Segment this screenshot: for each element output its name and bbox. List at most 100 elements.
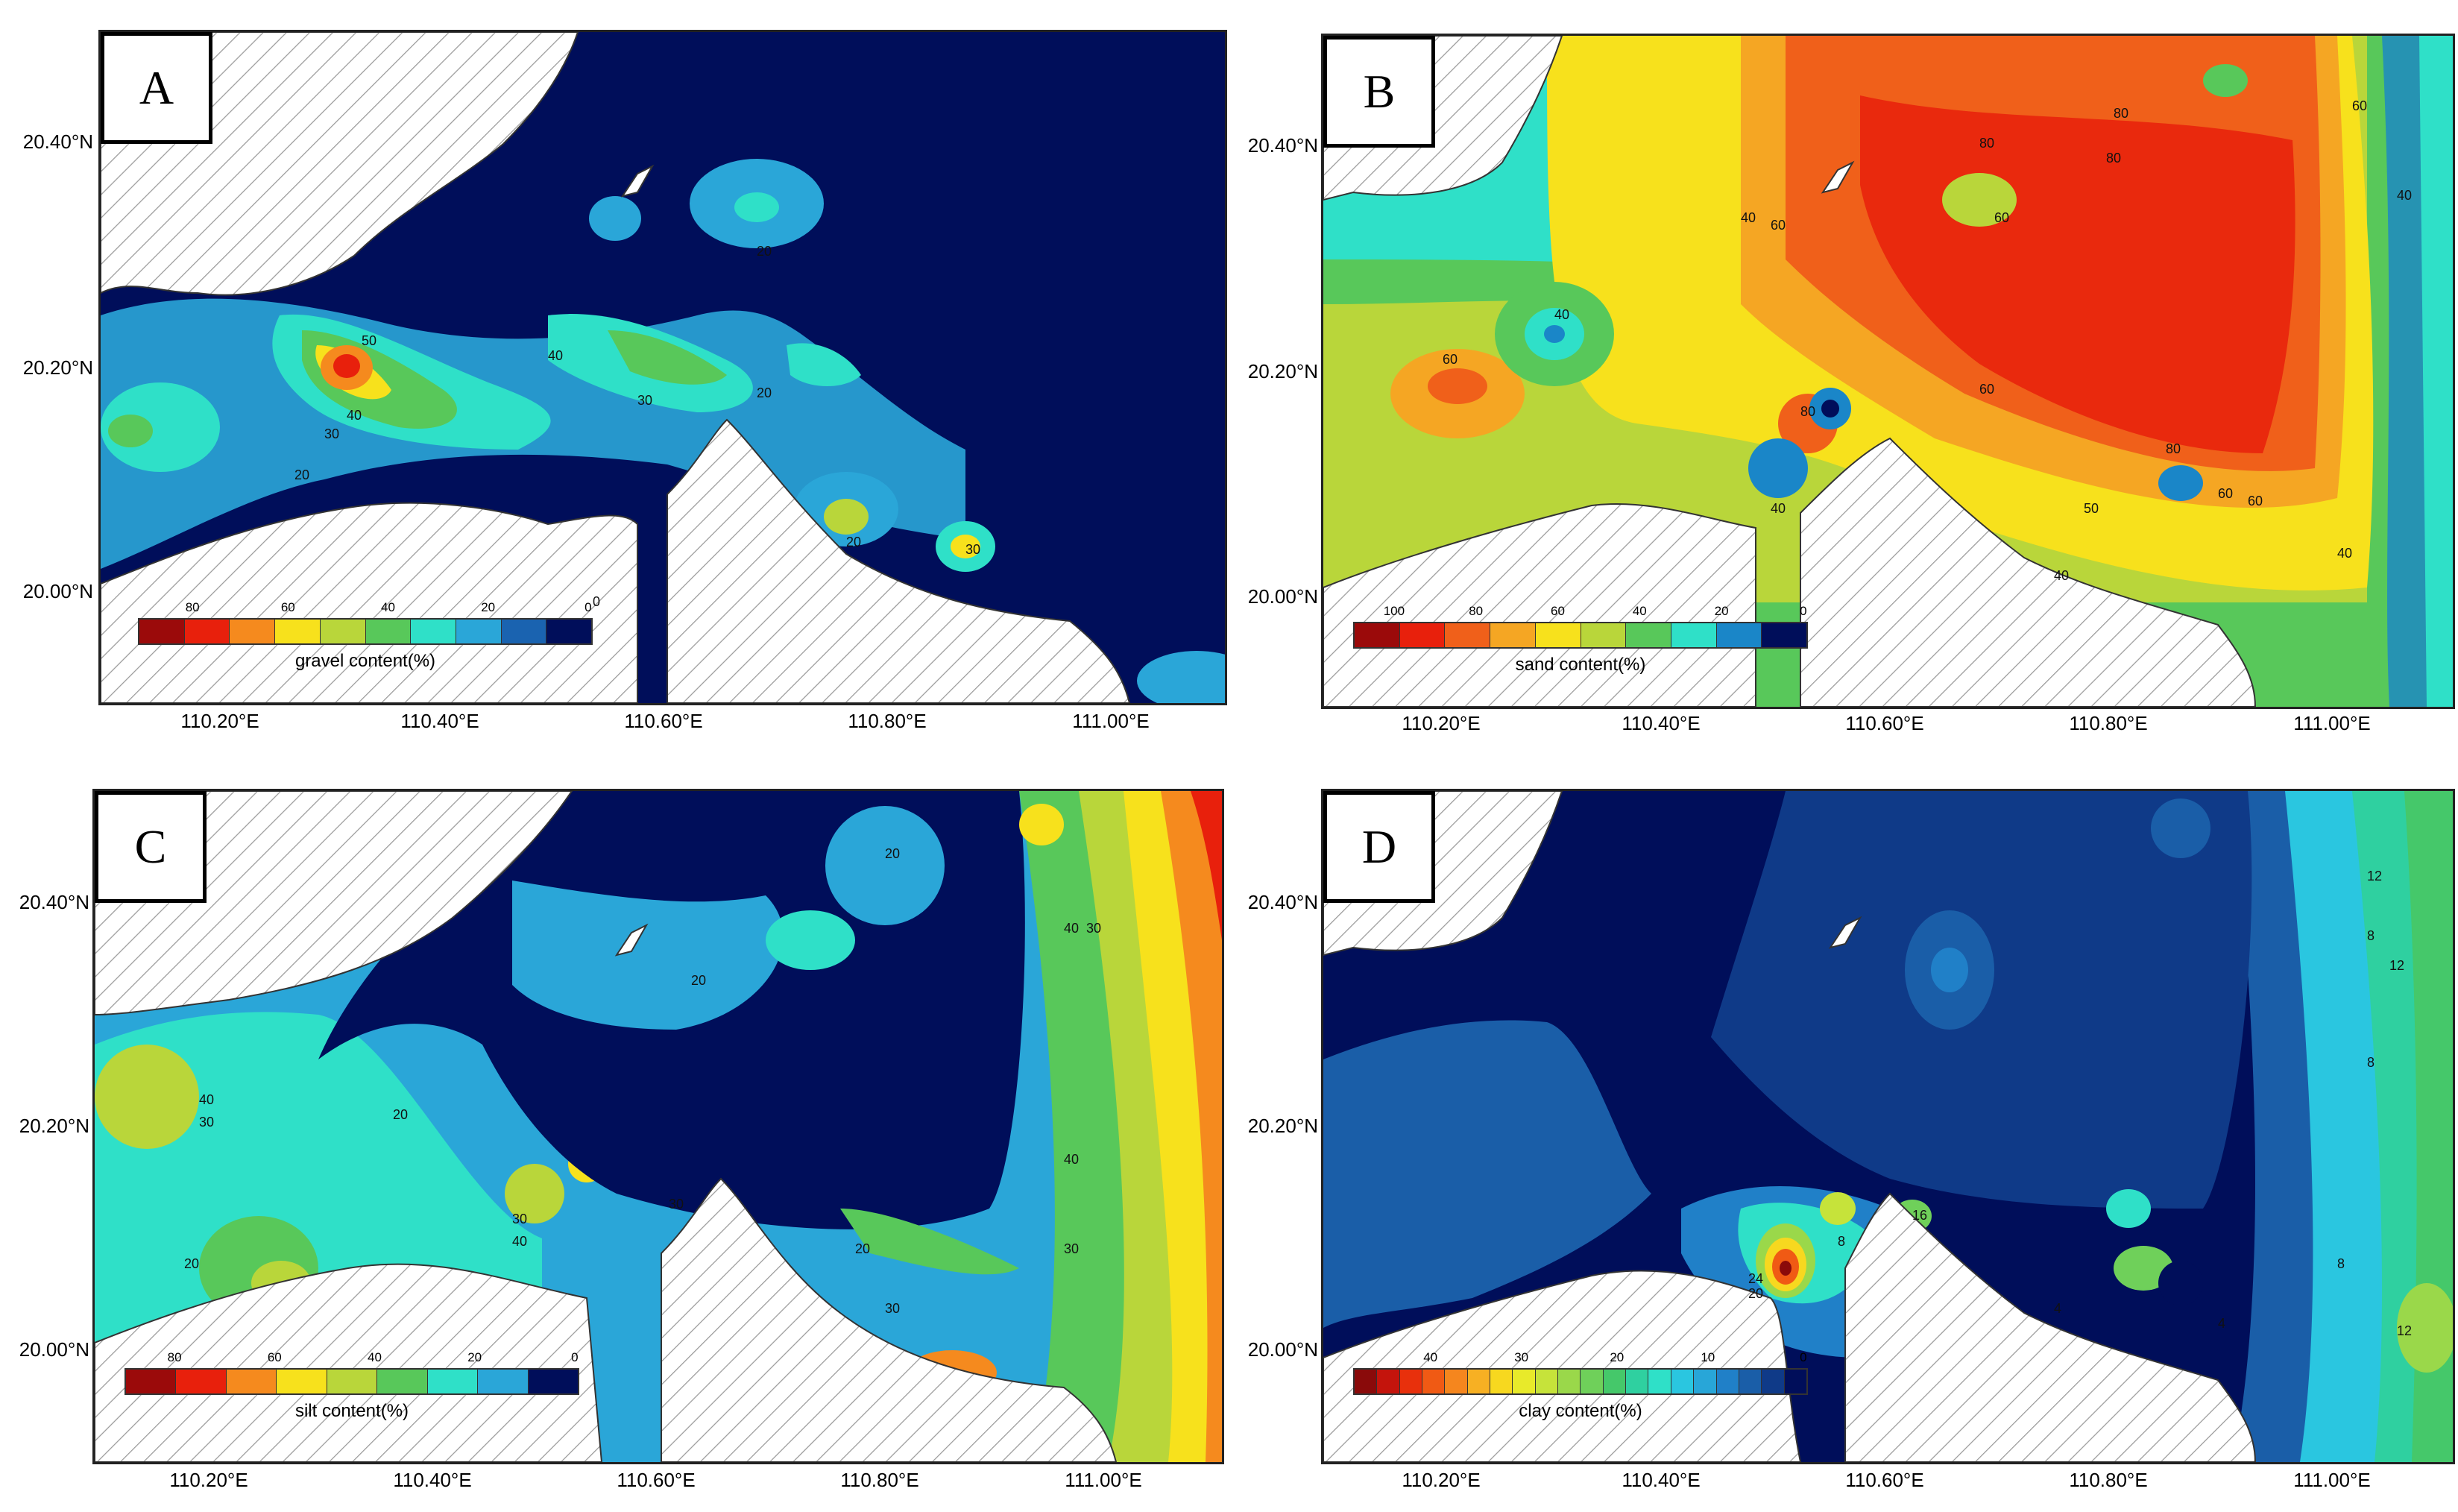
legend-tick: 0 — [584, 600, 592, 614]
contour-label: 8 — [2367, 1055, 2375, 1070]
legend-swatch — [126, 1370, 177, 1393]
lat-label: 20.20°N — [1247, 360, 1318, 382]
legend-swatch — [277, 1370, 327, 1393]
legend-swatch — [427, 1370, 479, 1393]
contour-label: 20 — [1748, 1286, 1763, 1301]
contour-label: 4 — [2054, 1301, 2061, 1316]
lat-label: 20.40°N — [22, 130, 93, 153]
sand-contour-map: 80 60 80 60 80 60 40 60 40 80 60 50 40 6… — [1323, 36, 2453, 707]
contour-label: 30 — [637, 393, 652, 408]
legend-swatch — [1762, 1370, 1785, 1393]
legend-swatch — [478, 1370, 529, 1393]
silt-map[interactable]: 20 40 30 20 30 40 30 20 40 30 20 40 30 3… — [92, 789, 1224, 1464]
contour-label: 24 — [1748, 1271, 1763, 1286]
gravel-legend: 80 60 40 20 0 gravel content(%) — [138, 599, 593, 672]
contour-label: 60 — [2352, 98, 2367, 113]
legend-swatch — [1535, 623, 1581, 647]
legend-swatch — [1490, 623, 1536, 647]
legend-tick: 80 — [1469, 604, 1484, 618]
contour-label: 60 — [2218, 486, 2233, 501]
legend-swatch — [1716, 1370, 1739, 1393]
legend-swatch — [275, 620, 321, 643]
legend-swatch — [1671, 1370, 1695, 1393]
legend-colorbar — [138, 618, 593, 645]
legend-swatch — [1445, 1370, 1468, 1393]
lat-label: 20.40°N — [19, 891, 89, 913]
contour-label: 50 — [2084, 501, 2099, 516]
legend-swatch — [1377, 1370, 1400, 1393]
contour-label: 20 — [757, 385, 772, 400]
legend-swatch — [1626, 623, 1671, 647]
lon-label: 111.00°E — [2293, 1469, 2371, 1491]
contour-label: 80 — [1800, 404, 1815, 419]
contour-label: 40 — [1741, 210, 1756, 225]
contour-label: 30 — [885, 1301, 900, 1316]
legend-swatch — [176, 1370, 227, 1393]
contour-label: 20 — [757, 244, 772, 259]
legend-colorbar — [1353, 1368, 1808, 1395]
silt-contour-map: 20 40 30 20 30 40 30 20 40 30 20 40 30 3… — [95, 791, 1222, 1462]
legend-swatch — [139, 620, 185, 643]
lon-label: 110.40°E — [400, 710, 479, 732]
legend-title: clay content(%) — [1519, 1401, 1642, 1421]
legend-tick: 40 — [1423, 1350, 1438, 1364]
contour-label: 30 — [669, 1197, 684, 1212]
legend-swatch — [1581, 623, 1627, 647]
legend-swatch — [226, 1370, 277, 1393]
legend-swatch — [411, 620, 456, 643]
lat-label: 20.00°N — [1247, 1338, 1318, 1361]
contour-label: 50 — [362, 333, 376, 348]
contour-label: 40 — [2337, 546, 2352, 561]
legend-swatch — [320, 620, 366, 643]
lon-label: 110.80°E — [2069, 712, 2148, 734]
contour-label: 40 — [512, 1234, 527, 1249]
legend-swatch — [546, 620, 592, 643]
legend-tick: 0 — [571, 1350, 579, 1364]
legend-tick: 40 — [381, 600, 395, 614]
legend-title: gravel content(%) — [294, 651, 436, 671]
silt-legend: 80 60 40 20 0 silt content(%) — [125, 1349, 579, 1422]
contour-label: 12 — [2389, 958, 2404, 973]
legend-swatch — [1739, 1370, 1762, 1393]
lat-label: 20.00°N — [19, 1338, 89, 1361]
panel-label: A — [101, 32, 212, 144]
contour-label: 40 — [1771, 501, 1786, 516]
contour-label: 8 — [2367, 928, 2375, 943]
lon-label: 110.60°E — [617, 1469, 696, 1491]
legend-tick: 40 — [368, 1350, 382, 1364]
contour-label: 20 — [393, 1107, 408, 1122]
legend-swatch — [528, 1370, 578, 1393]
gravel-map[interactable]: 50 40 30 20 40 30 20 20 30 20 0 A 80 60 … — [98, 30, 1227, 705]
lat-label: 20.20°N — [19, 1115, 89, 1137]
contour-label: 8 — [2337, 1256, 2345, 1271]
legend-tick: 80 — [167, 1350, 182, 1364]
lat-label: 20.40°N — [1247, 891, 1318, 913]
sand-map[interactable]: 80 60 80 60 80 60 40 60 40 80 60 50 40 6… — [1321, 34, 2455, 709]
legend-swatch — [1762, 623, 1807, 647]
legend-title: silt content(%) — [294, 1401, 409, 1421]
lon-label: 110.60°E — [624, 710, 703, 732]
legend-tick: 100 — [1383, 604, 1405, 618]
panel-label: D — [1323, 791, 1435, 903]
legend-swatch — [1535, 1370, 1559, 1393]
legend-swatch — [1581, 1370, 1604, 1393]
sand-legend: 100 80 60 40 20 0 sand content(%) — [1353, 602, 1808, 675]
legend-swatch — [365, 620, 412, 643]
legend-tick: 20 — [467, 1350, 482, 1364]
contour-label: 40 — [1064, 1152, 1079, 1167]
clay-map[interactable]: 12 8 4 12 8 16 20 24 8 4 12 8 D 40 30 20… — [1321, 789, 2455, 1464]
legend-swatch — [501, 620, 547, 643]
legend-tick: 10 — [1701, 1350, 1715, 1364]
legend-tick: 30 — [1514, 1350, 1529, 1364]
contour-label: 20 — [691, 973, 706, 988]
lon-label: 110.80°E — [840, 1469, 919, 1491]
panel-sand: 80 60 80 60 80 60 40 60 40 80 60 50 40 6… — [1229, 0, 2458, 746]
gravel-contour-map: 50 40 30 20 40 30 20 20 30 20 0 — [101, 32, 1225, 703]
legend-swatch — [1513, 1370, 1536, 1393]
legend-colorbar — [125, 1368, 579, 1395]
legend-swatch — [1671, 623, 1717, 647]
legend-swatch — [1648, 1370, 1671, 1393]
lon-label: 110.60°E — [1845, 712, 1924, 734]
lat-label: 20.40°N — [1247, 134, 1318, 157]
contour-label: 60 — [2248, 494, 2263, 508]
